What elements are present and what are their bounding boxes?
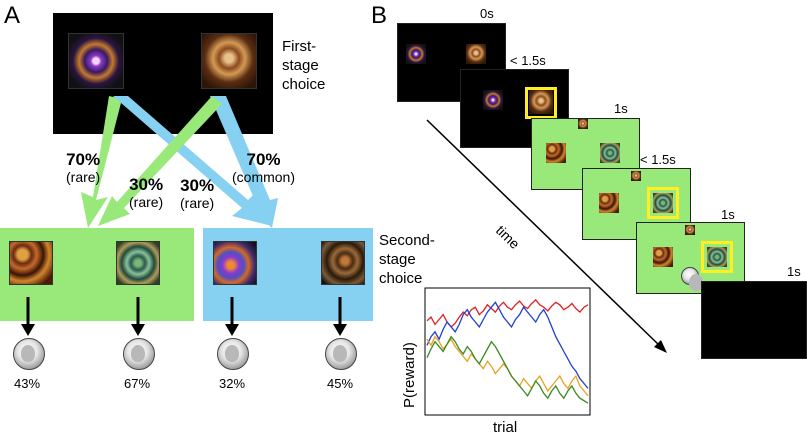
screen4-stim-right <box>653 193 673 213</box>
timing-label-5: 1s <box>721 207 735 222</box>
screen4-chosen-stim <box>631 171 641 181</box>
first-stage-label: First- stage choice <box>282 38 326 93</box>
second-stage-stimulus-3[interactable] <box>213 241 257 285</box>
reward-coin-2 <box>123 338 155 370</box>
first-stage-stimulus-left[interactable] <box>68 33 124 89</box>
first-stage-stimulus-right[interactable] <box>201 33 257 89</box>
second-stage-green-box <box>0 228 194 321</box>
second-stage-stimulus-2[interactable] <box>116 241 160 285</box>
timing-label-4: < 1.5s <box>640 152 676 167</box>
trial-screen-6 <box>701 281 807 359</box>
chart-ylabel: P(reward) <box>401 342 418 408</box>
timing-label-2: < 1.5s <box>510 53 546 68</box>
reward-coin-3 <box>217 338 249 370</box>
timing-label-1: 0s <box>480 6 494 21</box>
screen3-stim-right <box>600 143 620 163</box>
reward-prob-3: 32% <box>219 376 246 391</box>
arrow-left-to-left-green <box>81 96 122 228</box>
chart-frame <box>424 287 591 416</box>
screen5-selection-highlight <box>701 241 733 273</box>
screen2-selection-highlight <box>525 87 557 119</box>
chart-series-layer <box>426 298 589 404</box>
screen2-stim-right <box>529 90 553 114</box>
timing-label-3: 1s <box>614 101 628 116</box>
screen5-chosen-stim <box>685 225 695 235</box>
screen5-stim-left <box>653 247 673 267</box>
screen3-stim-left <box>546 143 566 163</box>
panel-a-letter: A <box>4 2 21 29</box>
screen2-stim-left <box>483 90 503 110</box>
chart-xlabel: trial <box>493 419 518 436</box>
second-stage-stimulus-1[interactable] <box>9 241 53 285</box>
arrow-right-to-right-blue <box>210 96 278 228</box>
reward-probability-chart <box>424 287 591 416</box>
second-stage-stimulus-4[interactable] <box>321 241 365 285</box>
transition-label-4: 70% (common) <box>232 150 296 186</box>
second-stage-label: Second- stage choice <box>379 232 435 287</box>
transition-label-3: 30% (rare) <box>180 176 215 212</box>
series-line-2 <box>426 301 589 389</box>
reward-coin-4 <box>325 338 357 370</box>
series-line-1 <box>426 298 589 328</box>
first-stage-box <box>53 13 273 134</box>
transition-label-2: 30% (rare) <box>129 175 164 211</box>
panel-b-letter: B <box>371 2 388 29</box>
reward-prob-4: 45% <box>327 376 354 391</box>
timing-label-6: 1s <box>787 264 801 279</box>
reward-prob-1: 43% <box>14 376 41 391</box>
arrow-right-to-left-green <box>98 96 222 226</box>
reward-coin-1 <box>13 338 45 370</box>
screen3-chosen-stim <box>578 119 588 129</box>
screen5-stim-right <box>707 247 727 267</box>
transition-label-1: 70% (rare) <box>66 150 101 186</box>
screen5-reward-coin <box>681 267 703 291</box>
screen1-stim-left <box>406 44 426 64</box>
reward-prob-2: 67% <box>124 376 151 391</box>
arrow-left-to-right-blue <box>113 96 272 226</box>
screen4-stim-left <box>599 193 619 213</box>
screen1-stim-right <box>466 44 486 64</box>
series-line-4 <box>426 335 589 404</box>
screen4-selection-highlight <box>647 187 679 219</box>
